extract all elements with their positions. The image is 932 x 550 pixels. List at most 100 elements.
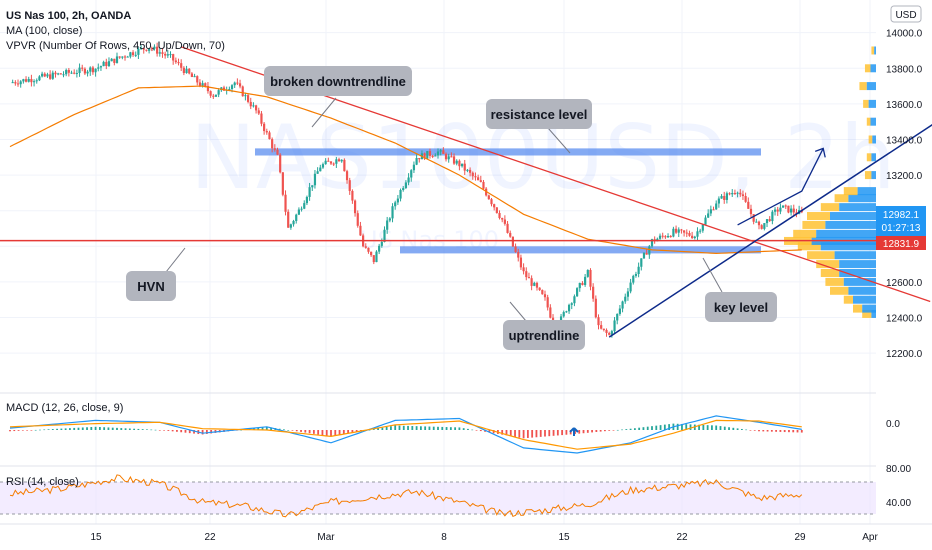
resistance-zone[interactable]	[255, 148, 761, 156]
candle-body	[343, 159, 346, 172]
vp-down-bar	[859, 82, 867, 91]
candle-body	[91, 67, 95, 73]
macd-hist-bar	[698, 424, 700, 430]
candle-body	[779, 207, 782, 212]
candle-body	[452, 156, 456, 164]
candle-body	[450, 156, 453, 158]
macd-hist-bar	[556, 430, 559, 436]
candle-body	[624, 296, 627, 302]
candle-body	[292, 220, 295, 225]
candle-body	[498, 212, 501, 219]
ma-legend[interactable]: MA (100, close)	[6, 25, 82, 37]
candle-body	[139, 48, 143, 50]
macd-hist-bar	[193, 430, 195, 434]
macd-hist-bar	[445, 427, 448, 430]
candle-body	[332, 163, 335, 165]
projection-arrow[interactable]	[737, 148, 824, 226]
candle-body	[265, 131, 268, 133]
macd-hist-bar	[449, 427, 452, 430]
candle-body	[683, 230, 686, 233]
candle-body	[311, 185, 314, 188]
hvn-price-tag: 12831.9	[876, 236, 926, 250]
vpvr-legend[interactable]: VPVR (Number Of Rows, 450, Up/Down, 70)	[6, 40, 225, 52]
macd-legend[interactable]: MACD (12, 26, close, 9)	[6, 402, 123, 414]
macd-hist-bar	[385, 426, 388, 430]
candle-body	[431, 155, 434, 157]
symbol-title[interactable]: US Nas 100, 2h, OANDA	[6, 10, 131, 22]
callout-hvn[interactable]: HVN	[126, 247, 186, 301]
vp-up-bar	[830, 212, 876, 221]
candle-body	[696, 231, 699, 237]
candle-body	[188, 68, 191, 74]
candle-body	[113, 58, 116, 63]
callout-uptrendline-text: uptrendline	[509, 328, 580, 343]
vp-up-bar	[834, 251, 876, 260]
candle-body	[273, 148, 276, 150]
callout-broken-downtrend[interactable]: broken downtrendline	[264, 66, 412, 128]
candle-body	[466, 169, 469, 171]
candle-body	[89, 67, 92, 72]
macd-hist-bar	[565, 430, 568, 435]
candle-body	[97, 67, 100, 69]
macd-hist-bar	[154, 429, 157, 431]
time-tick-label: 8	[441, 532, 447, 543]
candle-body	[755, 221, 758, 223]
macd-hist-bar	[655, 425, 658, 430]
candle-body	[717, 198, 720, 204]
candle-body	[268, 132, 271, 140]
vp-down-bar	[843, 295, 853, 304]
candle-body	[375, 251, 378, 263]
macd-hist-bar	[462, 428, 465, 430]
callout-key-level[interactable]: key level	[702, 257, 777, 322]
candle-body	[78, 67, 81, 74]
time-axis[interactable]: 15 22 Mar 8 15 22 29 Apr	[90, 532, 878, 543]
macd-hist-bar	[111, 427, 114, 430]
callout-resistance[interactable]: resistance level	[486, 99, 592, 154]
candle-body	[581, 282, 584, 285]
macd-hist-bar	[591, 430, 593, 433]
macd-hist-bar	[124, 428, 127, 430]
currency-button[interactable]: USD	[890, 5, 922, 23]
candle-body	[514, 246, 517, 252]
uptrend-line[interactable]	[608, 56, 932, 338]
macd-hist-bar	[788, 430, 790, 433]
macd-hist-bar	[646, 426, 649, 430]
candle-body	[131, 52, 135, 56]
candle-body	[238, 83, 242, 87]
macd-hist-bar	[372, 429, 375, 430]
candle-body	[49, 74, 52, 79]
price-tick-label: 13600.0	[886, 100, 923, 111]
candle-body	[252, 105, 255, 107]
candle-body	[586, 269, 589, 277]
macd-hist-bar	[800, 430, 803, 433]
macd-hist-bar	[792, 430, 795, 433]
candle-body	[233, 82, 236, 86]
candle-body	[121, 56, 124, 58]
candle-body	[691, 235, 694, 239]
candle-body	[434, 155, 437, 157]
candle-body	[236, 82, 239, 84]
vp-up-bar	[872, 135, 876, 144]
candle-body	[749, 208, 753, 215]
rsi-legend[interactable]: RSI (14, close)	[6, 476, 79, 488]
hvn-price-value: 12831.9	[883, 239, 920, 250]
vp-up-bar	[862, 304, 876, 313]
macd-hist-bar	[141, 429, 144, 430]
callout-uptrendline[interactable]: uptrendline	[503, 301, 585, 350]
macd-hist-bar	[719, 426, 722, 430]
candle-body	[511, 236, 514, 247]
candle-body	[57, 73, 60, 75]
candle-body	[784, 205, 787, 207]
candle-body	[423, 153, 426, 159]
candle-body	[182, 67, 185, 74]
time-tick-label: 15	[558, 532, 570, 543]
candle-body	[107, 61, 111, 66]
candle-body	[519, 257, 523, 268]
macd-hist-bar	[338, 430, 341, 435]
key-level-zone[interactable]	[400, 246, 761, 254]
macd-hist-bar	[73, 427, 76, 430]
vp-down-bar	[816, 260, 840, 269]
candle-body	[51, 72, 54, 79]
price-axis[interactable]: 14000.0 13800.0 13600.0 13400.0 13200.0 12600…	[886, 29, 923, 360]
